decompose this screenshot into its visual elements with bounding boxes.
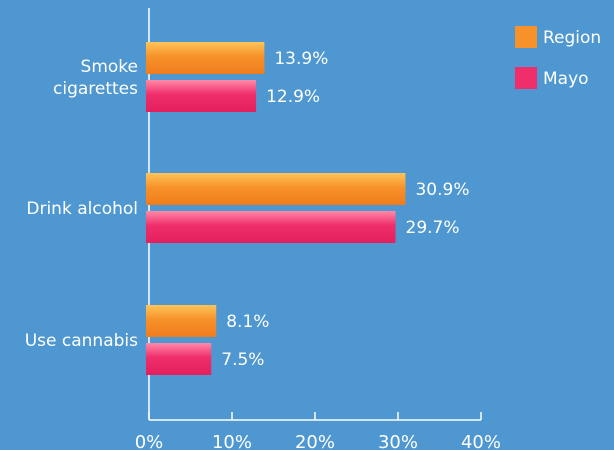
x-tick-label: 10% [212, 432, 252, 450]
bar-region [146, 173, 406, 205]
category-label: Drink alcohol [26, 199, 138, 219]
category-label: Use cannabis [25, 331, 138, 351]
category-label-line: Use cannabis [25, 331, 138, 351]
bar-mayo [146, 343, 212, 375]
data-labels: 13.9% 30.9% 8.1% 12.9% 29.7% 7.5% [221, 49, 469, 370]
legend-swatch-region [515, 26, 537, 48]
data-label: 29.7% [406, 218, 460, 238]
bar-mayo [146, 211, 396, 243]
x-tick-label: 20% [295, 432, 335, 450]
legend: Region Mayo [515, 26, 601, 89]
category-label-line: Drink alcohol [26, 199, 138, 219]
data-label: 12.9% [266, 87, 320, 107]
data-label: 7.5% [221, 350, 264, 370]
data-label: 13.9% [274, 49, 328, 69]
x-tick-label: 0% [135, 432, 164, 450]
legend-swatch-mayo [515, 67, 537, 89]
category-label: Smoke cigarettes [53, 57, 138, 99]
x-tick-label: 30% [378, 432, 418, 450]
legend-label: Mayo [543, 69, 589, 89]
data-label: 8.1% [226, 312, 269, 332]
bar-region [146, 42, 265, 74]
category-label-line: Smoke [81, 57, 138, 77]
data-label: 30.9% [415, 180, 469, 200]
legend-label: Region [543, 28, 601, 48]
x-tick-label: 40% [461, 432, 501, 450]
category-label-line: cigarettes [53, 79, 138, 99]
bar-region [146, 305, 217, 337]
axes: 0% 10% 20% 30% 40% Smoke cigarettes Drink alcoh… [25, 8, 501, 450]
bar-mayo [146, 80, 257, 112]
bars [146, 42, 406, 375]
